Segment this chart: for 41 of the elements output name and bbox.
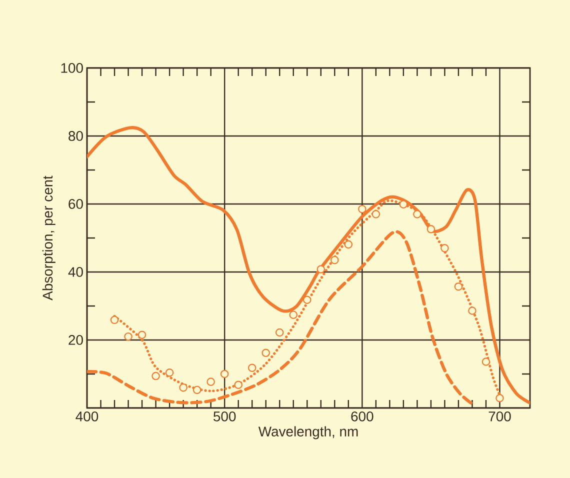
x-axis-title: Wavelength, nm (258, 426, 358, 440)
point (275, 328, 284, 337)
point (289, 310, 298, 319)
point (220, 370, 229, 378)
x-tick-label: 500 (214, 411, 236, 422)
point (440, 244, 449, 252)
point (138, 330, 146, 340)
x-tick-label: 700 (488, 411, 511, 422)
y-axis-title: Absorption, per cent (42, 176, 56, 300)
point (468, 306, 476, 315)
line-series (87, 126, 530, 404)
point (454, 282, 463, 291)
point (344, 240, 353, 249)
point (496, 394, 504, 402)
point (248, 364, 256, 372)
y-tick-label: 100 (61, 63, 83, 73)
point (124, 332, 132, 341)
point (165, 368, 174, 377)
point (330, 256, 339, 264)
y-tick-label: 40 (68, 267, 83, 277)
point (372, 210, 380, 218)
point (192, 386, 202, 394)
point (482, 358, 490, 366)
line-series (87, 230, 472, 404)
y-tick-label: 60 (68, 199, 83, 209)
point (426, 225, 436, 234)
point (303, 296, 312, 304)
y-tick-label: 20 (68, 335, 83, 345)
point (110, 316, 119, 324)
point (399, 200, 408, 208)
point (413, 210, 422, 218)
point (206, 378, 215, 386)
x-tick-label: 400 (76, 411, 98, 422)
point (179, 383, 188, 392)
point (234, 380, 242, 389)
point (262, 348, 270, 358)
y-tick-label: 80 (68, 131, 83, 141)
x-tick-label: 600 (351, 411, 374, 422)
point (358, 204, 366, 214)
point (152, 372, 160, 380)
point (316, 265, 326, 274)
